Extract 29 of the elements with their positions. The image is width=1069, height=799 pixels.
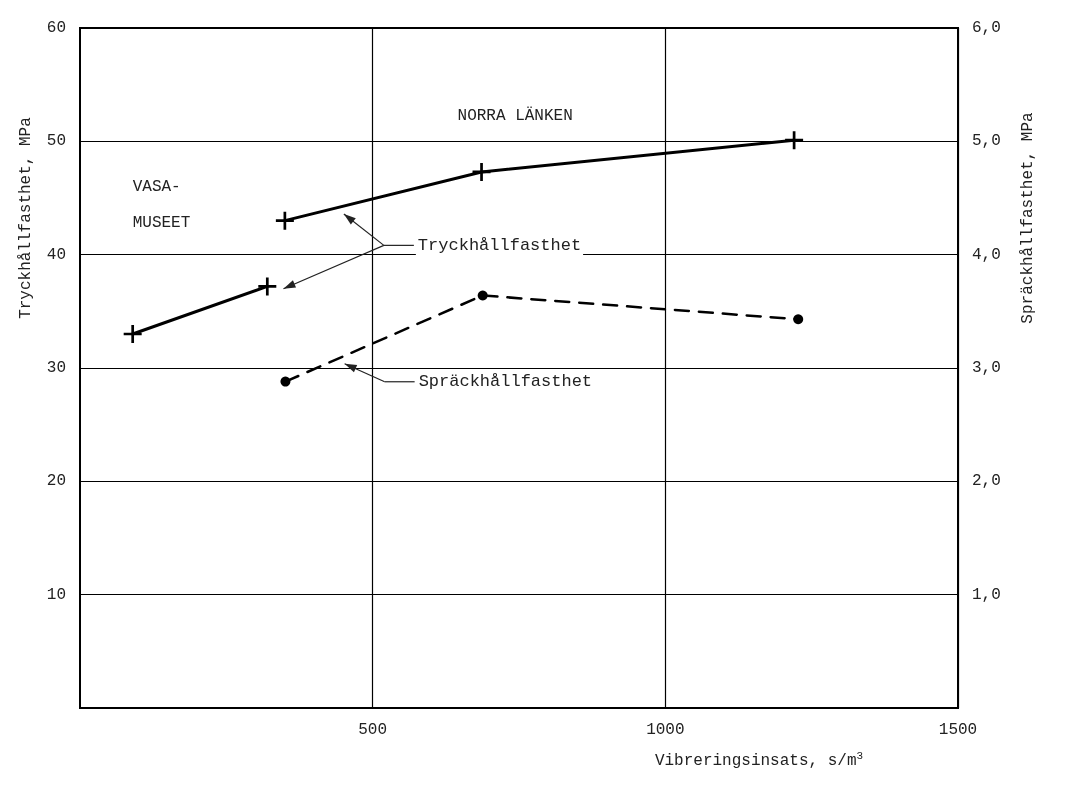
y-tick-label: 10 bbox=[46, 585, 66, 604]
point bbox=[280, 376, 291, 387]
point bbox=[275, 211, 294, 230]
point bbox=[258, 277, 277, 296]
text: Spräckhållfasthet bbox=[418, 372, 593, 392]
x-tick-label: 500 bbox=[358, 721, 388, 739]
y-axis-title: Tryckhållfasthet, MPa bbox=[17, 116, 35, 319]
point bbox=[785, 131, 804, 150]
y2-tick-label: 5,0 bbox=[972, 132, 1001, 151]
y2-tick-label: 6,0 bbox=[972, 19, 1001, 37]
point bbox=[477, 290, 488, 301]
y2-tick-label: 4,0 bbox=[972, 245, 1001, 264]
point bbox=[123, 325, 142, 343]
y-tick-label: 20 bbox=[46, 472, 66, 491]
y-tick-label: 50 bbox=[46, 132, 66, 151]
y-tick-label: 60 bbox=[46, 19, 66, 37]
x-tick-label: 1000 bbox=[646, 721, 685, 739]
text: Tryckhållfasthet bbox=[417, 235, 582, 255]
annotation: VASA- MUSEET bbox=[132, 177, 191, 232]
y-tick-label: 30 bbox=[46, 359, 66, 377]
y2-tick-label: 2,0 bbox=[972, 472, 1001, 491]
point bbox=[793, 314, 804, 325]
y2-axis-title: Spräckhållfasthet, MPa bbox=[1019, 111, 1037, 324]
annotation: NORRA LÄNKEN bbox=[457, 106, 573, 126]
y-tick-label: 40 bbox=[46, 245, 66, 264]
y2-tick-label: 3,0 bbox=[972, 359, 1001, 377]
x-tick-label: 1500 bbox=[938, 721, 978, 739]
y2-tick-label: 1,0 bbox=[972, 585, 1001, 604]
point bbox=[472, 162, 491, 181]
